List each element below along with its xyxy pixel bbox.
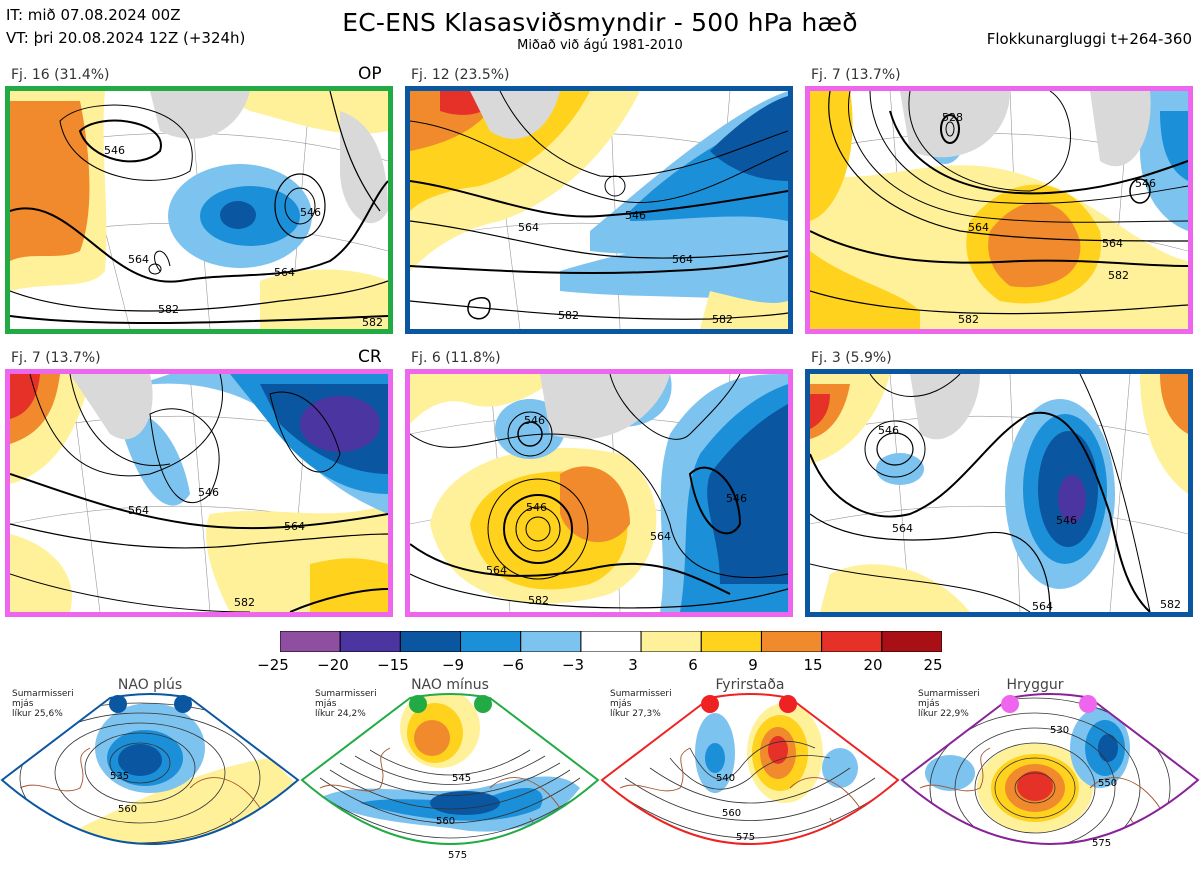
regime-map-blocking: 540 560 575: [600, 693, 900, 845]
colorbar-tick: 9: [748, 656, 758, 674]
contour-label: 564: [650, 530, 671, 543]
colorbar-tick: 15: [803, 656, 823, 674]
colorbar-swatch: [821, 630, 883, 653]
colorbar-tick: −25: [257, 656, 289, 674]
regime-contour: 575: [448, 850, 467, 861]
contour-label: 564: [486, 564, 507, 577]
panel-2-label: Fj. 12 (23.5%): [411, 67, 510, 83]
contour-label: 564: [274, 266, 295, 279]
contour-label: 564: [128, 253, 149, 266]
colorbar-swatch: [700, 630, 762, 653]
contour-label: 582: [234, 596, 255, 609]
regime-contour: 560: [722, 808, 741, 819]
contour-label: 564: [968, 221, 989, 234]
colorbar: [279, 630, 943, 653]
regime-contour: 530: [1050, 725, 1069, 736]
regime-2-note: Sumarmisseri mjás líkur 24,2%: [315, 689, 377, 719]
page-title: EC-ENS Klasasviðsmyndir - 500 hPa hæð: [342, 8, 858, 37]
contour-label: 564: [284, 520, 305, 533]
regime-map-ridge: 530 550 575: [900, 693, 1200, 849]
regime-3-name: Fyrirstaða: [715, 677, 785, 693]
panel-4-tag: CR: [358, 347, 382, 367]
colorbar-tick: −6: [501, 656, 525, 674]
classification-window: Flokkunargluggi t+264-360: [986, 30, 1192, 48]
contour-label: 564: [672, 253, 693, 266]
colorbar-swatch: [279, 630, 341, 653]
contour-label: 546: [878, 424, 899, 437]
contour-label: 582: [528, 594, 549, 607]
regime-contour: 545: [452, 773, 471, 784]
regime-map-nao-plus: 535 560: [0, 693, 300, 845]
page-subtitle: Miðað við ágú 1981-2010: [517, 38, 683, 53]
regime-contour: 550: [1098, 778, 1117, 789]
contour-label: 546: [198, 486, 219, 499]
colorbar-swatch: [760, 630, 823, 653]
panel-6-label: Fj. 3 (5.9%): [811, 350, 892, 366]
contour-label: 564: [518, 221, 539, 234]
contour-label: 546: [726, 492, 747, 505]
panel-1-tag: OP: [358, 64, 382, 84]
colorbar-tick: −9: [441, 656, 465, 674]
contour-label: 546: [104, 144, 125, 157]
contour-label: 564: [1032, 600, 1053, 612]
colorbar-swatch: [640, 630, 702, 653]
run-info: IT: mið 07.08.2024 00Z VT: þri 20.08.202…: [6, 4, 245, 50]
contour-label: 582: [958, 313, 979, 326]
colorbar-swatch: [460, 630, 522, 653]
cluster-map-4: 546 564 564 582: [5, 369, 393, 617]
regime-contour: 575: [1092, 838, 1111, 849]
regime-contour: 560: [118, 804, 137, 815]
contour-label: 564: [128, 504, 149, 517]
contour-label: 546: [1135, 177, 1156, 190]
init-time: IT: mið 07.08.2024 00Z: [6, 6, 181, 24]
contour-label: 546: [1056, 514, 1077, 527]
contour-label: 582: [1160, 598, 1181, 611]
contour-label: 582: [712, 313, 733, 326]
contour-label: 546: [625, 209, 646, 222]
colorbar-tick: −15: [377, 656, 409, 674]
regime-contour: 535: [110, 771, 129, 782]
valid-time: VT: þri 20.08.2024 12Z (+324h): [6, 29, 246, 47]
contour-label: 582: [1108, 269, 1129, 282]
regime-contour: 540: [716, 773, 735, 784]
contour-label: 564: [892, 522, 913, 535]
contour-label: 546: [300, 206, 321, 219]
colorbar-tick: −20: [317, 656, 349, 674]
regime-3-note: Sumarmisseri mjás líkur 27,3%: [610, 689, 672, 719]
panel-4-label: Fj. 7 (13.7%): [11, 350, 101, 366]
contour-label: 564: [1102, 237, 1123, 250]
colorbar-swatch: [580, 630, 642, 653]
regime-contour: 560: [436, 816, 455, 827]
regime-1-name: NAO plús: [117, 677, 183, 693]
colorbar-swatch: [339, 630, 401, 653]
colorbar-tick: 3: [628, 656, 638, 674]
panel-3-label: Fj. 7 (13.7%): [811, 67, 901, 83]
cluster-map-1: 546 546 564 564 582 582: [5, 86, 393, 334]
colorbar-tick: 6: [688, 656, 698, 674]
regime-contour: 575: [736, 832, 755, 843]
colorbar-swatch: [520, 630, 582, 653]
cluster-map-5: 546 546 546 564 564 582: [405, 369, 793, 617]
cluster-map-2: 546 564 564 582 582: [405, 86, 793, 334]
colorbar-tick: −3: [561, 656, 585, 674]
regime-1-note: Sumarmisseri mjás líkur 25,6%: [12, 689, 74, 719]
contour-label: 582: [158, 303, 179, 316]
regime-4-note: Sumarmisseri mjás líkur 22,9%: [918, 689, 980, 719]
contour-label: 546: [526, 501, 547, 514]
panel-5-label: Fj. 6 (11.8%): [411, 350, 501, 366]
colorbar-swatch: [881, 630, 943, 653]
regime-map-nao-minus: 545 560 575: [300, 693, 600, 861]
colorbar-tick: 20: [863, 656, 883, 674]
contour-label: 528: [942, 111, 963, 124]
panel-1-label: Fj. 16 (31.4%): [11, 67, 110, 83]
regime-2-name: NAO mínus: [411, 677, 489, 693]
regime-4-name: Hryggur: [1006, 677, 1064, 693]
cluster-map-6: 546 546 564 564 582: [805, 369, 1193, 617]
colorbar-tick: 25: [923, 656, 943, 674]
contour-label: 582: [558, 309, 579, 322]
contour-label: 546: [524, 414, 545, 427]
contour-label: 582: [362, 316, 383, 329]
colorbar-swatch: [399, 630, 462, 653]
cluster-map-3: 528 546 564 564 582 582: [805, 86, 1193, 334]
